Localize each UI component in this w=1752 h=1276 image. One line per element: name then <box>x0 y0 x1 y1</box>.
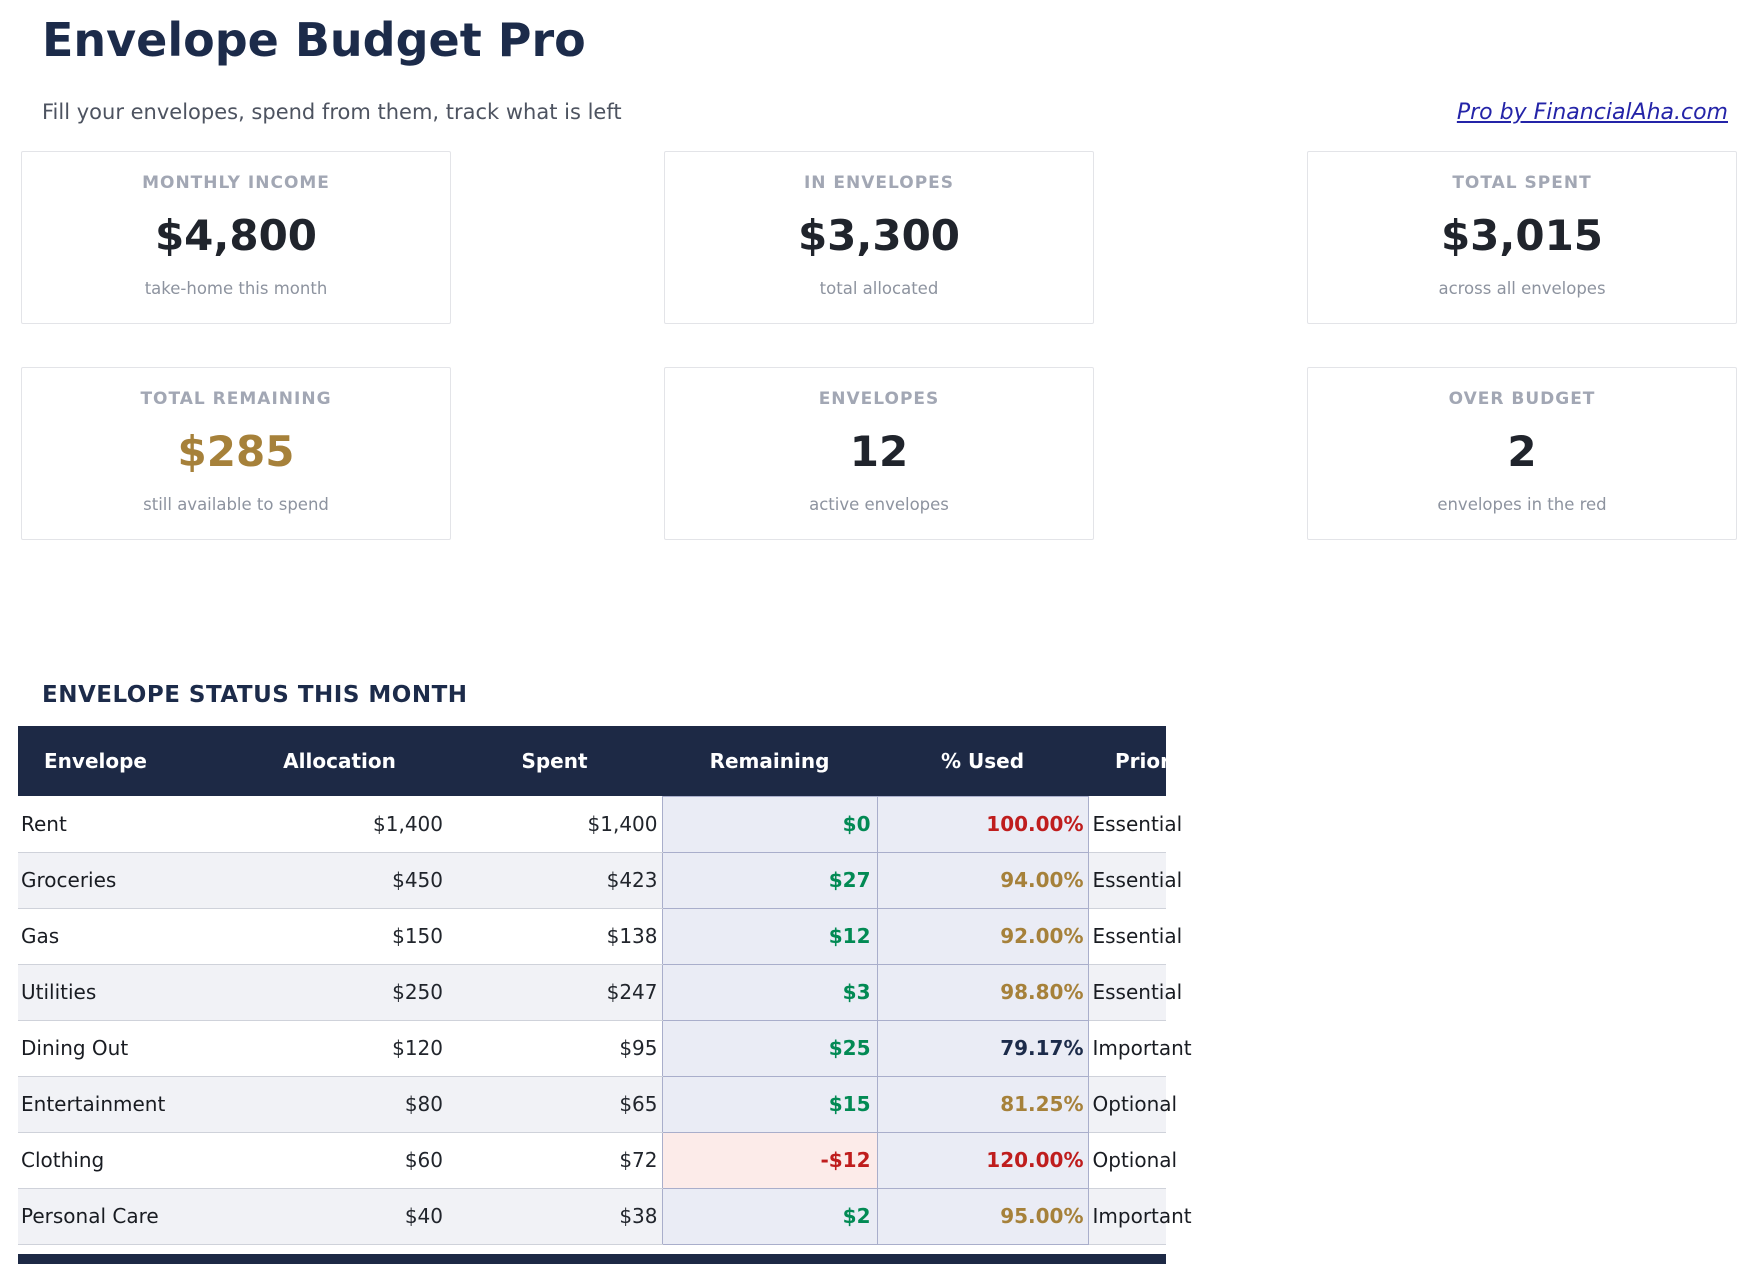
stat-card-total-spent: TOTAL SPENT $3,015 across all envelopes <box>1307 150 1737 324</box>
stat-card-sub: active envelopes <box>809 495 949 515</box>
stat-card-label: MONTHLY INCOME <box>142 172 330 193</box>
table-body: Rent $1,400 $1,400 $0 100.00% Essential … <box>18 795 1192 1245</box>
column-header-pct-used: % Used <box>877 725 1088 797</box>
priority-cell: Essential <box>1088 852 1182 909</box>
pct-used-cell: 100.00% <box>876 795 1089 853</box>
allocation-cell: $150 <box>232 908 447 965</box>
spent-cell: $72 <box>447 1132 662 1189</box>
remaining-cell: $2 <box>661 1187 878 1245</box>
stat-card-sub: still available to spend <box>143 495 329 515</box>
stat-card-total-remaining: TOTAL REMAINING $285 still available to … <box>21 366 451 540</box>
priority-cell: Important <box>1088 1020 1192 1077</box>
stat-card-sub: across all envelopes <box>1438 279 1606 299</box>
envelope-name-cell: Gas <box>18 908 232 965</box>
pct-used-cell: 79.17% <box>876 1019 1089 1077</box>
table-row: Utilities $250 $247 $3 98.80% Essential <box>18 963 1182 1021</box>
envelope-name-cell: Rent <box>18 796 232 853</box>
allocation-cell: $80 <box>232 1076 447 1133</box>
spent-cell: $423 <box>447 852 662 909</box>
column-header-allocation: Allocation <box>232 725 447 797</box>
spent-cell: $247 <box>447 964 662 1021</box>
table-row: Clothing $60 $72 -$12 120.00% Optional <box>18 1131 1177 1189</box>
column-header-remaining: Remaining <box>662 725 877 797</box>
stat-card-label: IN ENVELOPES <box>803 172 955 193</box>
pct-used-cell: 95.00% <box>876 1187 1089 1245</box>
stat-card-value: $285 <box>177 426 295 476</box>
remaining-cell: $12 <box>661 907 878 965</box>
subtitle-row: Fill your envelopes, spend from them, tr… <box>42 97 1728 128</box>
remaining-cell: -$12 <box>661 1131 878 1189</box>
stat-card-monthly-income: MONTHLY INCOME $4,800 take-home this mon… <box>21 150 451 324</box>
stat-card-value: $3,300 <box>797 210 961 260</box>
priority-cell: Important <box>1088 1188 1192 1245</box>
spent-cell: $38 <box>447 1188 662 1245</box>
priority-cell: Essential <box>1088 964 1182 1021</box>
remaining-cell: $25 <box>661 1019 878 1077</box>
stat-card-value: 12 <box>849 426 909 476</box>
allocation-cell: $1,400 <box>232 796 447 853</box>
pct-used-cell: 92.00% <box>876 907 1089 965</box>
table-row: Rent $1,400 $1,400 $0 100.00% Essential <box>18 795 1182 853</box>
section-title: ENVELOPE STATUS THIS MONTH <box>42 681 468 708</box>
stat-card-label: TOTAL SPENT <box>1452 172 1592 193</box>
envelope-name-cell: Clothing <box>18 1132 232 1189</box>
page-title: Envelope Budget Pro <box>42 13 586 67</box>
stat-card-label: OVER BUDGET <box>1448 388 1596 409</box>
stat-card-value: $3,015 <box>1440 210 1604 260</box>
remaining-cell: $15 <box>661 1075 878 1133</box>
allocation-cell: $120 <box>232 1020 447 1077</box>
pct-used-cell: 98.80% <box>876 963 1089 1021</box>
stat-card-value: 2 <box>1507 426 1537 476</box>
allocation-cell: $60 <box>232 1132 447 1189</box>
stat-card-envelopes-count: ENVELOPES 12 active envelopes <box>664 366 1094 540</box>
envelope-name-cell: Dining Out <box>18 1020 232 1077</box>
pct-used-cell: 81.25% <box>876 1075 1089 1133</box>
stat-card-label: ENVELOPES <box>818 388 940 409</box>
allocation-cell: $250 <box>232 964 447 1021</box>
stat-card-value: $4,800 <box>154 210 318 260</box>
table-header-row: Envelope Allocation Spent Remaining % Us… <box>18 725 1199 797</box>
priority-cell: Optional <box>1088 1076 1177 1133</box>
remaining-cell: $27 <box>661 851 878 909</box>
pct-used-cell: 120.00% <box>876 1131 1089 1189</box>
stat-card-sub: take-home this month <box>144 279 328 299</box>
stat-card-over-budget: OVER BUDGET 2 envelopes in the red <box>1307 366 1737 540</box>
stat-card-sub: total allocated <box>819 279 939 299</box>
column-header-envelope: Envelope <box>18 725 232 797</box>
table-row: Personal Care $40 $38 $2 95.00% Importan… <box>18 1187 1192 1245</box>
column-header-spent: Spent <box>447 725 662 797</box>
priority-cell: Optional <box>1088 1132 1177 1189</box>
spent-cell: $1,400 <box>447 796 662 853</box>
table-row: Entertainment $80 $65 $15 81.25% Optiona… <box>18 1075 1177 1133</box>
table-row: Gas $150 $138 $12 92.00% Essential <box>18 907 1182 965</box>
envelope-name-cell: Personal Care <box>18 1188 232 1245</box>
allocation-cell: $40 <box>232 1188 447 1245</box>
stat-cards: MONTHLY INCOME $4,800 take-home this mon… <box>21 150 1737 540</box>
allocation-cell: $450 <box>232 852 447 909</box>
envelope-name-cell: Entertainment <box>18 1076 232 1133</box>
spent-cell: $65 <box>447 1076 662 1133</box>
envelope-name-cell: Utilities <box>18 964 232 1021</box>
remaining-cell: $3 <box>661 963 878 1021</box>
pro-link[interactable]: Pro by FinancialAha.com <box>1456 99 1728 125</box>
page-subtitle: Fill your envelopes, spend from them, tr… <box>42 99 622 124</box>
priority-cell: Essential <box>1088 908 1182 965</box>
stat-card-in-envelopes: IN ENVELOPES $3,300 total allocated <box>664 150 1094 324</box>
column-header-priority: Priority <box>1088 725 1199 797</box>
envelope-table: Envelope Allocation Spent Remaining % Us… <box>18 725 1199 1245</box>
spent-cell: $95 <box>447 1020 662 1077</box>
spent-cell: $138 <box>447 908 662 965</box>
table-row: Groceries $450 $423 $27 94.00% Essential <box>18 851 1182 909</box>
next-section-partial-bar <box>18 1253 1166 1264</box>
pct-used-cell: 94.00% <box>876 851 1089 909</box>
stat-card-sub: envelopes in the red <box>1437 495 1607 515</box>
table-row: Dining Out $120 $95 $25 79.17% Important <box>18 1019 1192 1077</box>
remaining-cell: $0 <box>661 795 878 853</box>
priority-cell: Essential <box>1088 796 1182 853</box>
stat-card-label: TOTAL REMAINING <box>140 388 332 409</box>
envelope-name-cell: Groceries <box>18 852 232 909</box>
